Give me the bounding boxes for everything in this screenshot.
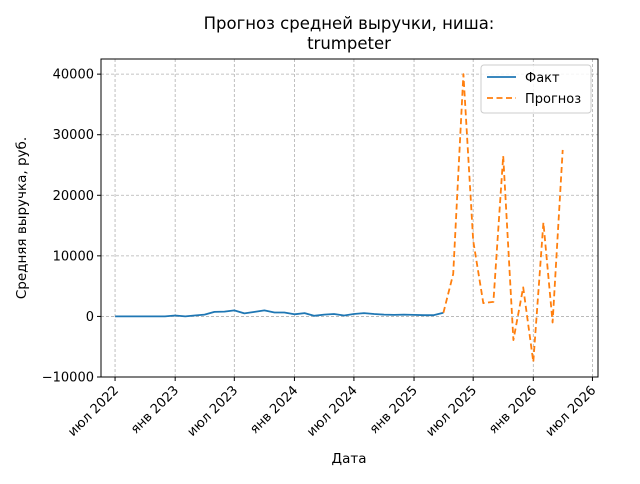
series-layer (115, 73, 564, 363)
legend-label-fact: Факт (525, 71, 560, 86)
y-tick-label: 10000 (53, 249, 94, 264)
legend: Факт Прогноз (480, 64, 592, 114)
y-axis-label: Средняя выручка, руб. (14, 137, 30, 299)
plot-frame (100, 58, 599, 378)
series-line-fact (115, 309, 444, 318)
y-tick-label: 40000 (53, 68, 94, 83)
chart-title-line-1: Прогноз средней выручки, ниша: (204, 14, 495, 33)
y-tick-label: 0 (86, 310, 94, 325)
chart-title-line-2: trumpeter (307, 34, 391, 53)
y-tick-label: 20000 (53, 189, 94, 204)
y-axis: −10000 0 10000 20000 30000 40000 (42, 68, 101, 386)
y-tick-label: 30000 (53, 128, 94, 143)
series-line-forecast (442, 73, 564, 363)
x-axis-label: Дата (332, 451, 367, 467)
legend-label-forecast: Прогноз (525, 92, 581, 107)
chart-title: Прогноз средней выручки, ниша: trumpeter (204, 14, 495, 53)
y-tick-label: −10000 (42, 371, 94, 386)
